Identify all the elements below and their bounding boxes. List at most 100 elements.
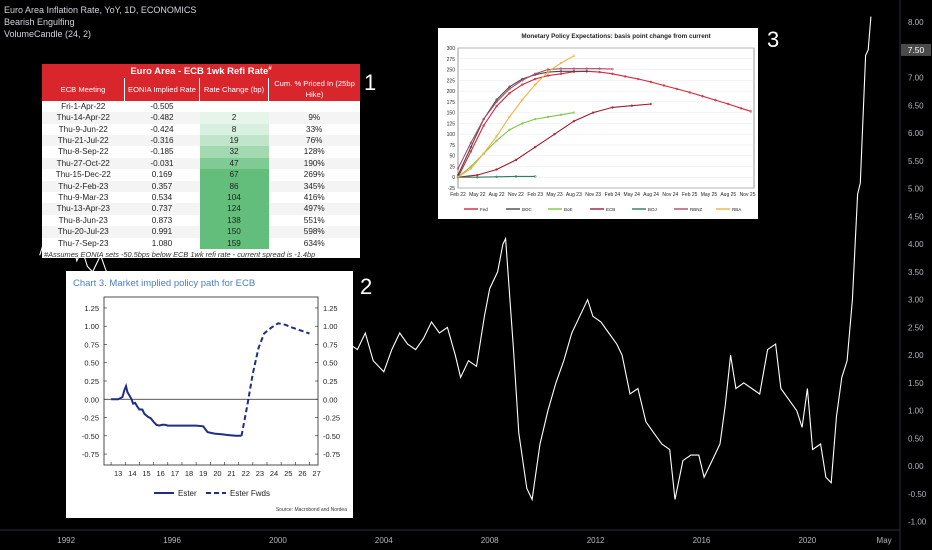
chart2-y-tick-right: 1.00 xyxy=(323,322,338,331)
table-cell: 0.991 xyxy=(151,227,173,237)
time-tick-label: 1996 xyxy=(163,536,181,545)
chart3-point xyxy=(662,84,666,87)
price-tick-label: 0.50 xyxy=(908,434,924,443)
chart3-series-ecb xyxy=(457,103,652,178)
table-cell: -0.031 xyxy=(150,158,174,168)
chart2-title: Chart 3. Market implied policy path for … xyxy=(73,278,255,289)
time-tick-label: 2000 xyxy=(269,536,287,545)
chart3-legend-label: RBNZ xyxy=(690,207,703,212)
chart2-x-tick-label: 18 xyxy=(185,469,193,478)
indicator-bearish-engulfing[interactable]: Bearish Engulfing xyxy=(4,17,75,27)
chart3-point xyxy=(456,167,460,170)
table-cell: 634% xyxy=(303,238,325,248)
chart3-series-boj xyxy=(458,175,536,178)
legend-ester-fwds-label: Ester Fwds xyxy=(230,489,270,498)
chart3-x-tick-label: Feb 24 xyxy=(605,192,621,198)
price-tick-label: 1.50 xyxy=(908,379,924,388)
chart3-x-tick-label: Aug 25 xyxy=(720,192,736,198)
chart2-x-tick-label: 19 xyxy=(199,469,207,478)
table-cell: Thu-2-Feb-23 xyxy=(58,181,109,191)
chart3-point xyxy=(559,113,563,117)
chart2-x-tick-label: 13 xyxy=(114,469,122,478)
chart3-point xyxy=(714,98,717,102)
annotation-number-2: 2 xyxy=(360,274,373,299)
chart3-point xyxy=(546,70,550,73)
table-cell: 124 xyxy=(199,203,269,215)
chart2-y-tick-left: -0.25 xyxy=(82,414,99,423)
ecb-refi-table: Euro Area - ECB 1wk Refi Rate# ECB Meeti… xyxy=(42,64,361,260)
table-cell xyxy=(269,101,361,112)
chart3-y-tick-label: 0 xyxy=(452,175,455,181)
chart2-x-tick-label: 20 xyxy=(213,469,221,478)
table-cell: -0.505 xyxy=(150,101,174,111)
table-cell: 0.737 xyxy=(151,204,173,214)
time-axis[interactable]: 1992 1996 2000 2004 2008 2012 2016 2020 May xyxy=(57,536,891,545)
chart2-y-tick-right: 0.50 xyxy=(323,359,338,368)
chart3-point xyxy=(559,61,563,65)
chart3-x-tick-label: Feb 25 xyxy=(682,192,698,198)
chart3-point xyxy=(559,72,563,76)
table-cell: 497% xyxy=(303,204,325,214)
time-tick-label: May xyxy=(877,536,892,545)
chart3-x-tick-label: Feb 23 xyxy=(527,192,543,198)
chart2-y-tick-left: 0.50 xyxy=(84,359,99,368)
chart3-point xyxy=(508,128,511,132)
table-cell: 345% xyxy=(303,181,325,191)
col-header: ECB Meeting xyxy=(42,78,125,101)
chart3-series xyxy=(456,54,753,179)
table-row: Thu-2-Feb-23 0.357 86 345% xyxy=(42,180,360,193)
chart3-point xyxy=(533,83,537,86)
chart3-point xyxy=(521,79,524,82)
chart3-y-tick-label: 200 xyxy=(447,89,456,95)
table-row: Thu-15-Dec-22 0.169 67 269% xyxy=(42,169,360,181)
price-tick-label: 6.00 xyxy=(908,129,924,138)
chart3-x-tick-label: May 22 xyxy=(469,192,486,198)
table-cell: 159 xyxy=(199,237,269,250)
chart3-point xyxy=(482,124,485,127)
chart3-x-axis: Feb 22 May 22 Aug 22 Nov 22 Feb 23 May 23 Aug … xyxy=(450,192,755,198)
chart3-series-boe xyxy=(457,112,574,178)
table-row: Thu-8-Jun-23 0.873 138 551% xyxy=(42,214,360,227)
chart2-x-tick-label: 17 xyxy=(171,469,179,478)
time-tick-label: 2012 xyxy=(587,536,605,545)
chart3-y-tick-label: 125 xyxy=(447,121,456,127)
table-footnote: #Assumes EONIA sets -50.5bps below ECB 1… xyxy=(44,250,316,260)
chart3-point xyxy=(469,141,473,145)
price-tick-label: 7.00 xyxy=(908,74,924,83)
chart3-point xyxy=(495,104,498,108)
chart3-legend-label: BOJ xyxy=(648,207,657,212)
current-price-value: 7.50 xyxy=(908,45,925,55)
col-header: Cum. % Priced In (25bp Hike) xyxy=(268,78,360,101)
chart3-point xyxy=(456,175,460,179)
table-row: Thu-13-Apr-23 0.737 124 497% xyxy=(42,203,360,215)
chart3-point xyxy=(495,139,498,142)
chart3-x-tick-label: Aug 24 xyxy=(643,192,659,198)
table-cell: 2 xyxy=(199,112,269,124)
indicator-volume-candle[interactable]: VolumeCandle (24, 2) xyxy=(4,29,92,39)
chart3-y-tick-label: 250 xyxy=(447,68,456,74)
annotation-number-3: 3 xyxy=(767,27,780,52)
table-cell: 0.873 xyxy=(151,215,173,225)
table-cell: 32 xyxy=(199,146,269,158)
table-cell: 0.357 xyxy=(151,181,173,191)
col-header: Rate Change (bp) xyxy=(199,78,269,101)
chart3-point xyxy=(598,67,601,70)
time-tick-label: 2008 xyxy=(481,536,499,545)
table-cell: 33% xyxy=(306,124,323,134)
chart3-point xyxy=(508,91,511,95)
chart3-y-tick-label: 300 xyxy=(447,46,456,52)
price-tick-label: 5.00 xyxy=(908,185,924,194)
chart3-point xyxy=(521,98,524,101)
table-cell: Thu-7-Sep-23 xyxy=(57,238,109,248)
chart2-legend: Ester Ester Fwds xyxy=(154,489,270,498)
table-cell: 0.169 xyxy=(151,170,173,180)
table-cell: 8 xyxy=(199,123,269,136)
chart3-point xyxy=(572,70,576,73)
chart3-point xyxy=(611,72,614,76)
table-cell: 138 xyxy=(199,214,269,227)
chart2-y-tick-left: 0.25 xyxy=(84,377,99,386)
chart-legend: Euro Area Inflation Rate, YoY, 1D, ECONO… xyxy=(4,4,196,40)
current-price-badge-bg xyxy=(901,43,931,56)
symbol-title[interactable]: Euro Area Inflation Rate, YoY, 1D, ECONO… xyxy=(4,5,197,15)
price-tick-label: 1.00 xyxy=(908,407,924,416)
